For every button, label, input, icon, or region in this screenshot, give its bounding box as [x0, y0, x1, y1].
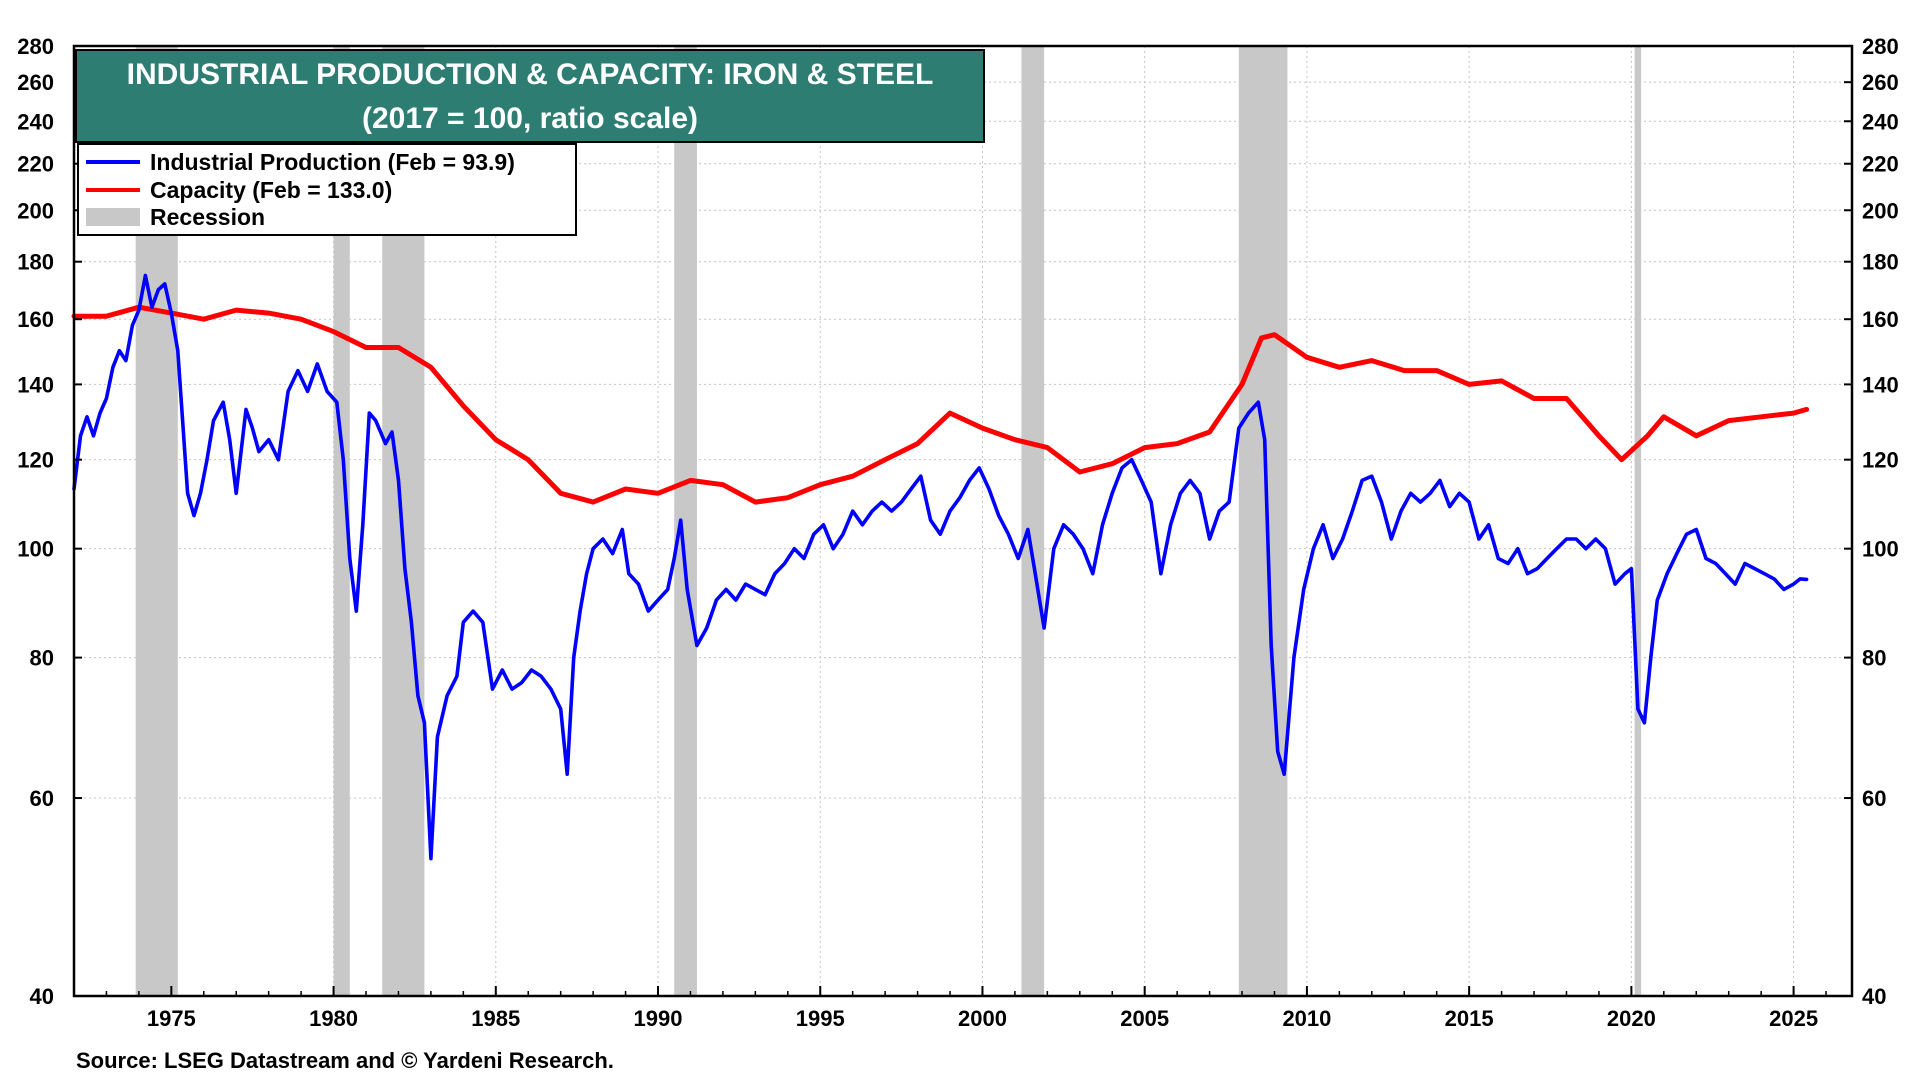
title-box: INDUSTRIAL PRODUCTION & CAPACITY: IRON &… — [75, 49, 985, 143]
y-tick-label-left: 40 — [30, 984, 54, 1009]
y-tick-label-left: 80 — [30, 646, 54, 671]
recession-band — [1634, 46, 1642, 996]
series-line-capacity — [71, 304, 1810, 505]
legend-label-capacity: Capacity (Feb = 133.0) — [150, 177, 392, 203]
y-tick-label-right: 160 — [1862, 307, 1899, 332]
recession-band — [674, 46, 697, 996]
x-tick-label: 1975 — [147, 1006, 196, 1031]
y-tick-label-right: 40 — [1862, 984, 1886, 1009]
recession-band — [1021, 46, 1045, 996]
x-tick-label: 1985 — [471, 1006, 520, 1031]
y-tick-label-left: 240 — [17, 109, 54, 134]
x-tick-label: 2010 — [1282, 1006, 1331, 1031]
recession-band — [333, 46, 350, 996]
y-tick-label-left: 120 — [17, 448, 54, 473]
series-lines — [71, 273, 1810, 861]
x-tick-label: 2015 — [1445, 1006, 1494, 1031]
x-tick-label: 2020 — [1607, 1006, 1656, 1031]
recession-bands — [135, 46, 1642, 996]
y-tick-label-left: 60 — [30, 786, 54, 811]
source-note: Source: LSEG Datastream and © Yardeni Re… — [76, 1048, 614, 1073]
y-tick-label-left: 140 — [17, 372, 54, 397]
y-tick-label-right: 60 — [1862, 786, 1886, 811]
axes: 40 40 60 60 80 80 100 100 120 120 140 140 160 160 180 1… — [17, 34, 1898, 1031]
x-tick-label: 1990 — [634, 1006, 683, 1031]
x-tick-label: 1980 — [309, 1006, 358, 1031]
x-tick-label: 2025 — [1769, 1006, 1818, 1031]
recession-band — [1238, 46, 1288, 996]
chart-subtitle: (2017 = 100, ratio scale) — [362, 102, 698, 135]
y-tick-label-right: 180 — [1862, 250, 1899, 275]
y-tick-label-right: 80 — [1862, 646, 1886, 671]
y-tick-label-right: 280 — [1862, 34, 1899, 59]
y-tick-label-right: 100 — [1862, 537, 1899, 562]
x-tick-label: 2000 — [958, 1006, 1007, 1031]
plot-area-frame — [72, 44, 1854, 998]
legend-label-recession: Recession — [150, 204, 265, 230]
y-tick-label-left: 220 — [17, 152, 54, 177]
y-tick-label-left: 100 — [17, 537, 54, 562]
y-tick-label-right: 240 — [1862, 109, 1899, 134]
y-tick-label-left: 200 — [17, 198, 54, 223]
y-tick-label-left: 260 — [17, 70, 54, 95]
legend-swatch-recession — [86, 208, 140, 226]
y-tick-label-right: 140 — [1862, 372, 1899, 397]
y-tick-label-right: 260 — [1862, 70, 1899, 95]
y-tick-label-right: 120 — [1862, 448, 1899, 473]
y-tick-label-right: 200 — [1862, 198, 1899, 223]
chart-title: INDUSTRIAL PRODUCTION & CAPACITY: IRON &… — [127, 58, 934, 91]
x-tick-label: 1995 — [796, 1006, 845, 1031]
legend: Industrial Production (Feb = 93.9) Capac… — [77, 143, 577, 236]
legend-label-ip: Industrial Production (Feb = 93.9) — [150, 149, 515, 175]
y-tick-label-left: 280 — [17, 34, 54, 59]
y-tick-label-left: 180 — [17, 250, 54, 275]
y-tick-label-right: 220 — [1862, 152, 1899, 177]
series-line-industrial-production — [72, 273, 1809, 861]
x-tick-label: 2005 — [1120, 1006, 1169, 1031]
y-tick-label-left: 160 — [17, 307, 54, 332]
